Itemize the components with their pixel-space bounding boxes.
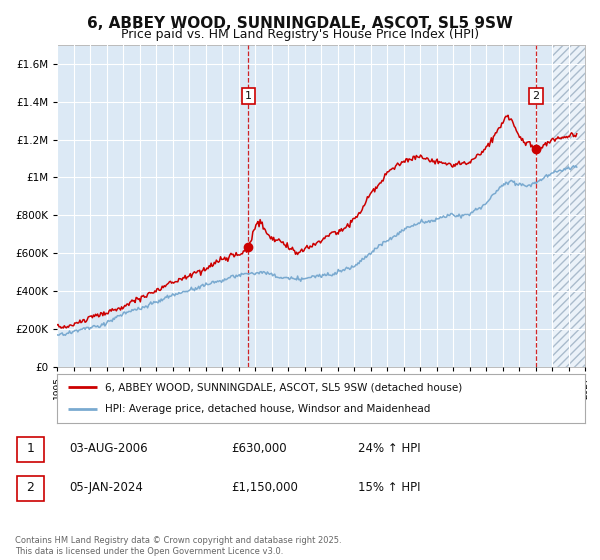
Text: 15% ↑ HPI: 15% ↑ HPI (358, 481, 420, 494)
Text: 03-AUG-2006: 03-AUG-2006 (70, 442, 148, 455)
Text: £630,000: £630,000 (231, 442, 287, 455)
Text: Contains HM Land Registry data © Crown copyright and database right 2025.
This d: Contains HM Land Registry data © Crown c… (15, 536, 341, 556)
Text: 24% ↑ HPI: 24% ↑ HPI (358, 442, 420, 455)
Text: HPI: Average price, detached house, Windsor and Maidenhead: HPI: Average price, detached house, Wind… (104, 404, 430, 414)
Text: 6, ABBEY WOOD, SUNNINGDALE, ASCOT, SL5 9SW: 6, ABBEY WOOD, SUNNINGDALE, ASCOT, SL5 9… (87, 16, 513, 31)
Bar (552, 45, 585, 367)
Text: Price paid vs. HM Land Registry's House Price Index (HPI): Price paid vs. HM Land Registry's House … (121, 28, 479, 41)
FancyBboxPatch shape (17, 476, 44, 501)
Text: £1,150,000: £1,150,000 (231, 481, 298, 494)
Text: 05-JAN-2024: 05-JAN-2024 (70, 481, 143, 494)
Text: 1: 1 (245, 91, 252, 101)
Text: 2: 2 (26, 481, 34, 494)
Text: 2: 2 (532, 91, 539, 101)
Text: 6, ABBEY WOOD, SUNNINGDALE, ASCOT, SL5 9SW (detached house): 6, ABBEY WOOD, SUNNINGDALE, ASCOT, SL5 9… (104, 382, 462, 393)
Bar (552, 45, 585, 367)
FancyBboxPatch shape (17, 437, 44, 462)
Text: 1: 1 (26, 442, 34, 455)
